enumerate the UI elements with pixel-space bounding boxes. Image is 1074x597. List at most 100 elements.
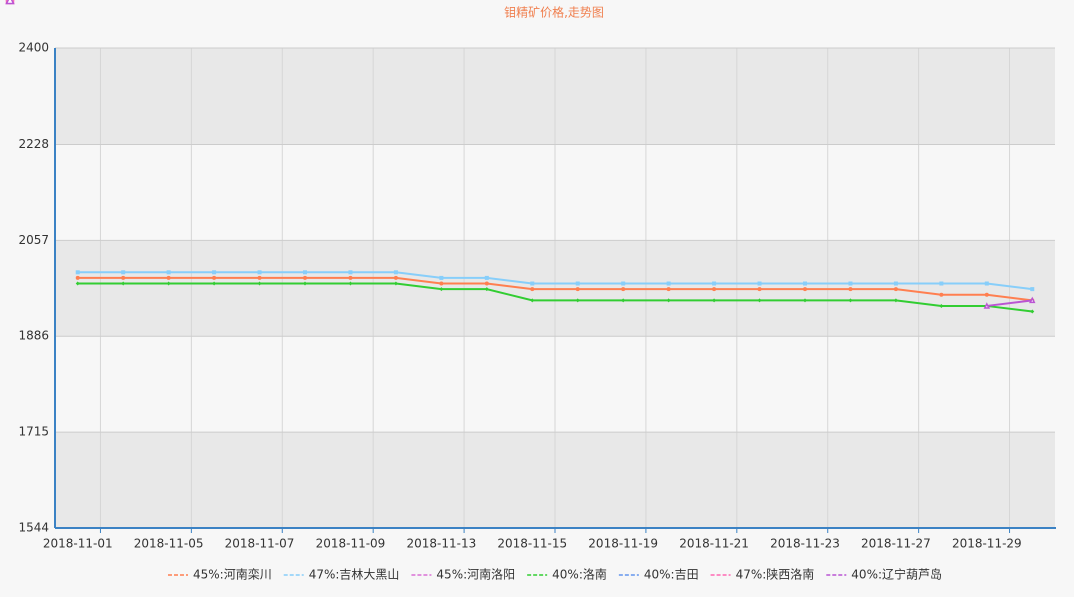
data-point xyxy=(257,275,262,280)
data-point xyxy=(984,292,989,297)
series-line xyxy=(77,282,1033,313)
legend-label: 40%:辽宁葫芦岛 xyxy=(851,567,942,582)
legend-item: 40%:吉田 xyxy=(618,568,699,582)
data-point xyxy=(621,287,626,292)
series-line xyxy=(77,276,1033,302)
data-point xyxy=(1030,287,1035,292)
data-point xyxy=(757,281,762,286)
legend-item: 47%:陕西洛南 xyxy=(710,567,815,582)
data-point xyxy=(484,281,489,286)
x-tick-label: 2018-11-15 xyxy=(497,537,567,551)
data-point xyxy=(530,298,535,303)
x-tick-label: 2018-11-07 xyxy=(225,537,295,551)
series-line xyxy=(77,271,1033,291)
legend-item: 45%:河南栾川 xyxy=(167,567,272,582)
data-point xyxy=(1030,309,1035,314)
data-point xyxy=(303,275,307,280)
data-point xyxy=(621,281,626,286)
data-point xyxy=(712,287,717,292)
x-tick-label: 2018-11-27 xyxy=(861,537,931,551)
data-point xyxy=(848,287,853,292)
data-point xyxy=(348,281,353,286)
data-point xyxy=(983,302,991,309)
data-point xyxy=(439,275,444,280)
data-point xyxy=(712,298,717,303)
data-point xyxy=(666,287,671,292)
data-point xyxy=(666,298,671,303)
data-point xyxy=(939,281,944,286)
data-point xyxy=(893,287,898,292)
x-tick-label: 2018-11-29 xyxy=(952,537,1022,551)
data-point xyxy=(303,281,307,286)
legend-item: 40%:洛南 xyxy=(527,567,607,582)
data-point xyxy=(893,281,898,286)
x-tick-label: 2018-11-09 xyxy=(316,537,386,551)
y-tick-label: 2057 xyxy=(18,233,49,247)
series-line xyxy=(986,299,1033,307)
legend-label: 40%:洛南 xyxy=(552,567,607,582)
data-point xyxy=(121,270,126,275)
data-point xyxy=(757,298,762,303)
data-point xyxy=(212,270,217,275)
data-point xyxy=(893,298,898,303)
data-point xyxy=(121,275,126,280)
y-tick-label: 1886 xyxy=(18,329,49,343)
data-point xyxy=(530,281,535,286)
x-tick-label: 2018-11-21 xyxy=(679,537,749,551)
x-tick-label: 2018-11-19 xyxy=(588,537,658,551)
data-point xyxy=(666,281,671,286)
data-point xyxy=(257,270,262,275)
data-point xyxy=(984,281,989,286)
data-point xyxy=(575,298,580,303)
legend-item: 40%:辽宁葫芦岛 xyxy=(826,567,942,582)
x-tick-label: 2018-11-01 xyxy=(43,537,113,551)
legend-label: 40%:吉田 xyxy=(644,568,699,582)
data-point xyxy=(348,270,353,275)
data-point xyxy=(439,287,444,292)
legend-label: 47%:陕西洛南 xyxy=(736,567,815,582)
data-point xyxy=(939,292,944,297)
y-tick-label: 1715 xyxy=(18,425,49,439)
chart-title: 钼精矿价格,走势图 xyxy=(504,5,604,20)
data-point xyxy=(939,303,944,308)
data-point xyxy=(757,287,762,292)
legend-label: 45%:河南栾川 xyxy=(193,567,272,582)
legend-item: 45%:河南洛阳 xyxy=(411,567,515,582)
x-tick-label: 2018-11-13 xyxy=(406,537,476,551)
data-point xyxy=(621,298,626,303)
y-tick-label: 2228 xyxy=(18,137,49,151)
data-point xyxy=(484,287,489,292)
data-point xyxy=(439,281,444,286)
data-point xyxy=(393,270,398,275)
data-point xyxy=(575,281,580,286)
data-point xyxy=(75,275,80,280)
data-point xyxy=(803,287,807,292)
data-point xyxy=(393,281,398,286)
data-point xyxy=(803,281,807,286)
y-tick-label: 2400 xyxy=(18,41,49,55)
data-point xyxy=(848,281,853,286)
data-point xyxy=(166,281,171,286)
data-point xyxy=(166,270,171,275)
legend-item: 47%:吉林大黑山 xyxy=(283,568,400,582)
data-point xyxy=(575,287,580,292)
data-point xyxy=(75,270,80,275)
legend-label: 45%:河南洛阳 xyxy=(436,567,515,582)
x-tick-label: 2018-11-05 xyxy=(134,537,204,551)
data-point xyxy=(212,275,217,280)
data-point xyxy=(1029,296,1036,304)
data-point xyxy=(166,275,171,280)
legend-label: 47%:吉林大黑山 xyxy=(309,568,400,582)
y-tick-label: 1544 xyxy=(18,521,49,535)
legend-marker xyxy=(5,0,15,5)
data-point xyxy=(393,275,398,280)
data-point xyxy=(121,281,126,286)
x-tick-label: 2018-11-23 xyxy=(770,537,840,551)
data-point xyxy=(712,281,717,286)
data-point xyxy=(848,298,853,303)
data-point xyxy=(803,298,807,303)
data-point xyxy=(257,281,262,286)
data-point xyxy=(348,275,353,280)
data-point xyxy=(484,275,489,280)
